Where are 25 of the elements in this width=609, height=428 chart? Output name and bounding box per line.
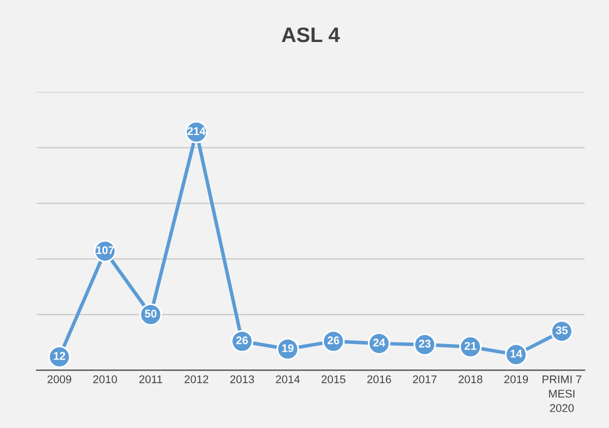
data-label: 35 (556, 326, 568, 334)
x-tick-label: 2009 (48, 375, 72, 384)
data-label: 21 (464, 342, 476, 350)
data-label: 107 (96, 246, 114, 254)
x-tick-label: 2019 (504, 375, 528, 384)
data-label: 23 (418, 340, 431, 348)
data-label: 26 (236, 336, 248, 344)
data-label: 214 (188, 127, 206, 135)
x-tick-label: 2016 (367, 375, 391, 384)
x-tick-label: 2012 (184, 375, 208, 384)
data-label: 12 (54, 352, 66, 360)
data-label: 26 (328, 336, 340, 344)
chart-title: ASL 4 (282, 27, 340, 42)
x-tick-label: 2017 (412, 375, 437, 384)
data-label: 24 (373, 338, 386, 346)
data-label: 50 (144, 310, 156, 318)
x-tick-label: 2014 (276, 375, 300, 384)
data-label: 14 (510, 350, 522, 358)
x-tick-label: 2018 (458, 375, 482, 384)
x-tick-label: 2010 (93, 375, 117, 384)
x-tick-label: 2015 (322, 375, 346, 384)
x-tick-label: 2011 (139, 375, 162, 384)
data-label: 19 (282, 344, 294, 352)
x-tick-label: PRIMI 7 MESI 2020 (542, 375, 582, 412)
x-tick-label: 2013 (230, 375, 254, 384)
